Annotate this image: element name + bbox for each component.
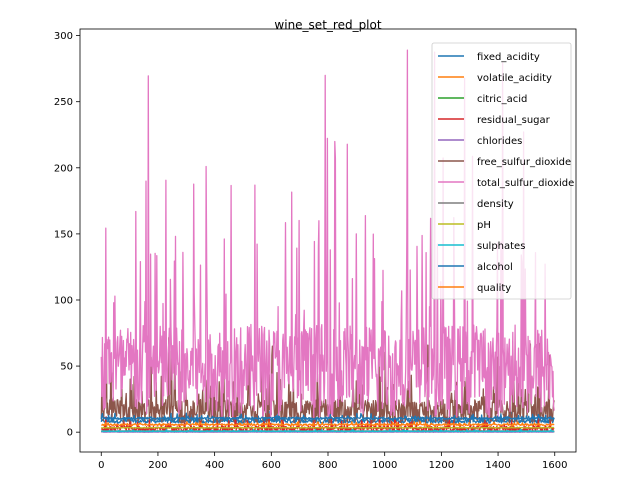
x-tick-label: 0: [98, 460, 104, 471]
series-line-quality: [101, 420, 555, 427]
legend-label-volatile-acidity: volatile_acidity: [477, 73, 552, 84]
legend-label-total-sulfur-dioxide: total_sulfur_dioxide: [477, 178, 574, 189]
series-layer: [100, 49, 555, 433]
y-tick-label: 150: [54, 229, 73, 240]
legend-label-pH: pH: [477, 220, 491, 231]
legend-label-quality: quality: [477, 283, 511, 294]
legend-label-density: density: [477, 199, 514, 210]
x-tick-label: 1600: [542, 460, 567, 471]
x-tick-label: 1400: [485, 460, 510, 471]
series-line-fixed-acidity: [100, 410, 555, 424]
legend-label-fixed-acidity: fixed_acidity: [477, 52, 540, 63]
y-tick-label: 250: [54, 97, 73, 108]
y-tick-label: 200: [54, 163, 73, 174]
legend-label-alcohol: alcohol: [477, 262, 513, 273]
series-line-pH: [100, 426, 555, 429]
x-axis: 0 200 400 600 800 1000 1200 1400 1600: [98, 452, 567, 471]
legend-label-sulphates: sulphates: [477, 241, 525, 252]
y-tick-label: 50: [60, 362, 73, 373]
series-line-alcohol: [100, 412, 555, 421]
x-tick-label: 600: [262, 460, 281, 471]
chart-title: wine_set_red_plot: [274, 18, 381, 32]
y-tick-label: 0: [67, 428, 73, 439]
series-line-sulphates: [101, 428, 555, 433]
legend-label-free-sulfur-dioxide: free_sulfur_dioxide: [477, 157, 571, 168]
x-tick-label: 800: [318, 460, 337, 471]
legend-label-residual-sugar: residual_sugar: [477, 115, 551, 126]
x-tick-label: 1000: [372, 460, 397, 471]
x-tick-label: 200: [148, 460, 167, 471]
x-tick-label: 1200: [429, 460, 454, 471]
legend-box: [431, 42, 572, 300]
x-tick-label: 400: [205, 460, 224, 471]
y-axis: 0 50 100 150 200 250 300: [54, 31, 80, 439]
series-line-total-sulfur-dioxide: [100, 49, 555, 419]
y-tick-label: 100: [54, 295, 73, 306]
legend: fixed_acidity volatile_acidity citric_acid…: [431, 42, 574, 300]
series-line-chlorides: [101, 430, 555, 433]
legend-label-citric-acid: citric_acid: [477, 94, 527, 105]
legend-label-chlorides: chlorides: [477, 136, 522, 147]
y-tick-label: 300: [54, 31, 73, 42]
